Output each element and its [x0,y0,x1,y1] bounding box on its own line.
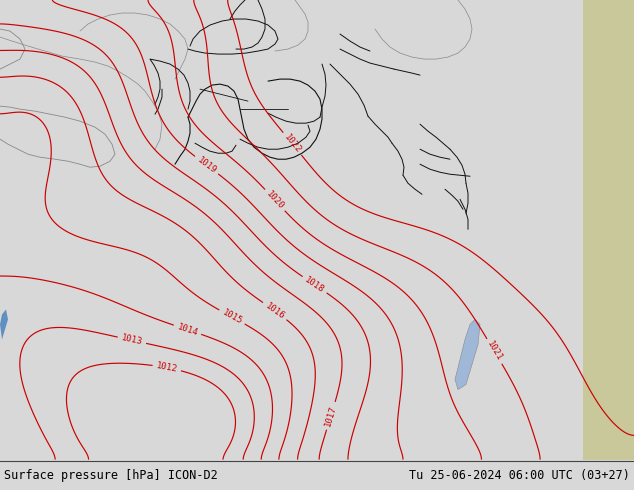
Polygon shape [455,319,480,390]
Text: 1014: 1014 [176,322,199,338]
Polygon shape [0,0,160,204]
Polygon shape [340,0,405,24]
Text: 1018: 1018 [303,275,326,294]
Text: 1012: 1012 [155,361,178,374]
Polygon shape [320,0,355,29]
Text: Tu 25-06-2024 06:00 UTC (03+27): Tu 25-06-2024 06:00 UTC (03+27) [409,469,630,482]
Text: 1016: 1016 [264,301,286,321]
Text: 1022: 1022 [282,133,302,155]
Polygon shape [0,309,8,340]
Text: 1019: 1019 [195,155,218,175]
Text: Surface pressure [hPa] ICON-D2: Surface pressure [hPa] ICON-D2 [4,469,217,482]
Polygon shape [280,0,460,54]
Polygon shape [260,0,583,44]
Text: 1015: 1015 [221,308,243,326]
Text: 1020: 1020 [264,189,285,211]
Text: 1017: 1017 [323,404,339,427]
Text: 1021: 1021 [485,340,504,363]
Bar [583,0,634,460]
Text: 1013: 1013 [120,334,143,347]
